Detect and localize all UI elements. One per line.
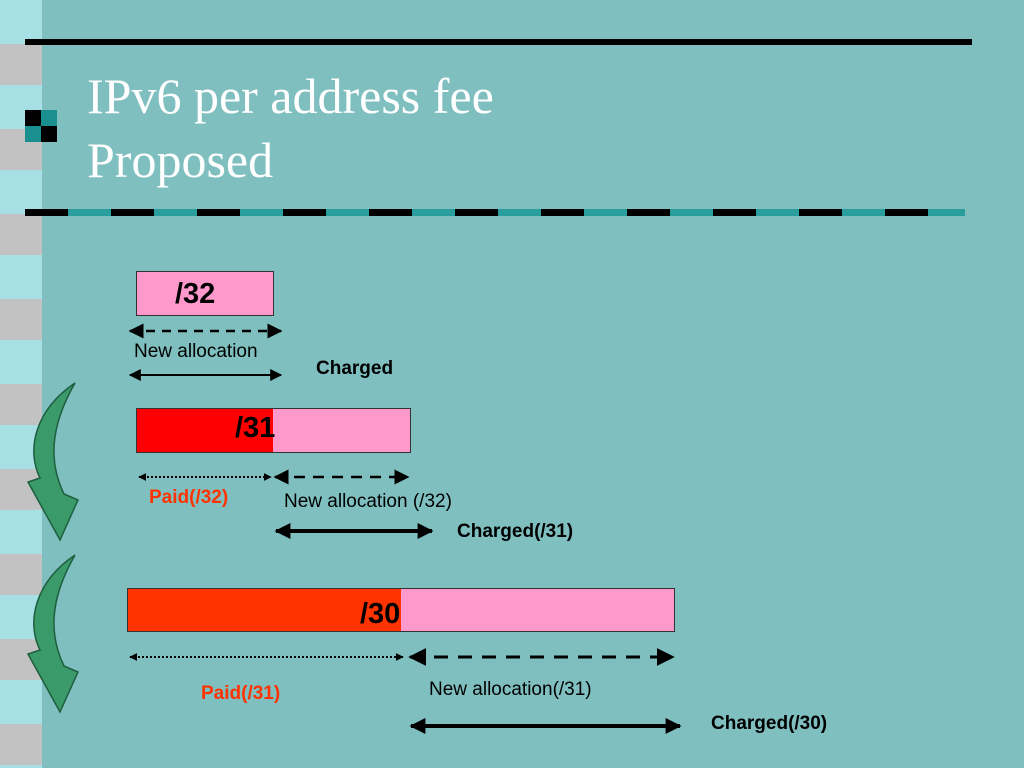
block-31-label: /31 (235, 412, 276, 444)
square-bullet-icon (25, 110, 57, 142)
row3-charged-label: Charged(/30) (711, 713, 828, 734)
block-31-paid-portion (137, 409, 273, 452)
block-32 (136, 271, 274, 316)
row3-paid-label: Paid(/31) (201, 683, 281, 704)
block-30-paid-portion (128, 589, 401, 631)
block-30-label: /30 (360, 598, 401, 630)
block-32-label: /32 (175, 278, 216, 310)
row2-new-allocation-label: New allocation (/32) (284, 491, 452, 512)
curved-arrow-icon-2 (26, 554, 79, 714)
row1-new-allocation-label: New allocation (134, 341, 258, 362)
row2-charged-label: Charged(/31) (457, 521, 574, 542)
row1-charged-label: Charged (316, 358, 394, 379)
slide-title-line-2: Proposed (87, 132, 274, 188)
curved-arrow-icon-1 (26, 382, 79, 542)
title-top-rule (25, 39, 972, 45)
slide-title: IPv6 per address fee Proposed (87, 64, 494, 192)
row3-new-allocation-label: New allocation(/31) (429, 679, 592, 700)
title-bottom-dashed-rule (25, 209, 965, 216)
slide-title-line-1: IPv6 per address fee (87, 68, 494, 124)
row2-paid-label: Paid(/32) (149, 487, 229, 508)
